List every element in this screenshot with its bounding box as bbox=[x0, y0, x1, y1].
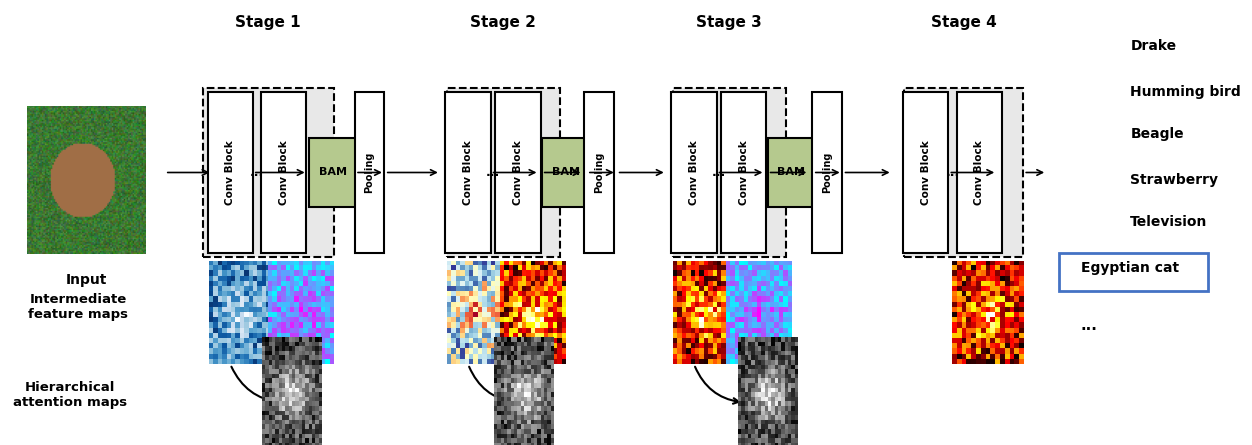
FancyBboxPatch shape bbox=[262, 92, 307, 253]
FancyBboxPatch shape bbox=[682, 92, 776, 253]
Text: Conv Block: Conv Block bbox=[279, 140, 289, 205]
FancyBboxPatch shape bbox=[903, 92, 949, 253]
Text: Humming bird: Humming bird bbox=[1131, 85, 1241, 99]
Text: Stage 1: Stage 1 bbox=[235, 16, 302, 31]
Text: Conv Block: Conv Block bbox=[689, 140, 699, 205]
Text: Television: Television bbox=[1131, 215, 1208, 229]
FancyBboxPatch shape bbox=[496, 92, 541, 253]
FancyBboxPatch shape bbox=[447, 88, 560, 257]
Text: BAM: BAM bbox=[777, 167, 805, 178]
Text: ...: ... bbox=[250, 166, 264, 179]
Text: ...: ... bbox=[945, 166, 960, 179]
Text: ...: ... bbox=[486, 166, 500, 179]
FancyBboxPatch shape bbox=[914, 92, 1014, 253]
Text: Drake: Drake bbox=[1131, 39, 1177, 53]
Text: Stage 2: Stage 2 bbox=[470, 16, 536, 31]
FancyBboxPatch shape bbox=[213, 92, 324, 253]
FancyBboxPatch shape bbox=[957, 92, 1002, 253]
Text: BAM: BAM bbox=[318, 167, 347, 178]
FancyBboxPatch shape bbox=[208, 92, 253, 253]
Text: Intermediate
feature maps: Intermediate feature maps bbox=[28, 293, 128, 321]
Text: Conv Block: Conv Block bbox=[225, 140, 235, 205]
FancyBboxPatch shape bbox=[456, 92, 550, 253]
FancyBboxPatch shape bbox=[309, 138, 357, 207]
Text: Stage 4: Stage 4 bbox=[931, 16, 997, 31]
FancyBboxPatch shape bbox=[767, 138, 815, 207]
Text: Conv Block: Conv Block bbox=[463, 140, 473, 205]
Text: Egyptian cat: Egyptian cat bbox=[1082, 261, 1179, 275]
FancyBboxPatch shape bbox=[354, 92, 384, 253]
Text: ...: ... bbox=[1080, 318, 1097, 333]
FancyBboxPatch shape bbox=[1059, 253, 1208, 291]
FancyBboxPatch shape bbox=[813, 92, 843, 253]
Text: ...: ... bbox=[712, 166, 726, 179]
FancyBboxPatch shape bbox=[203, 88, 334, 257]
FancyBboxPatch shape bbox=[671, 92, 716, 253]
Text: Pooling: Pooling bbox=[593, 152, 603, 193]
FancyBboxPatch shape bbox=[721, 92, 766, 253]
Text: BAM: BAM bbox=[552, 167, 580, 178]
Text: Pooling: Pooling bbox=[823, 152, 833, 193]
Text: Conv Block: Conv Block bbox=[513, 140, 523, 205]
Text: Pooling: Pooling bbox=[364, 152, 374, 193]
FancyBboxPatch shape bbox=[672, 88, 785, 257]
FancyBboxPatch shape bbox=[904, 88, 1023, 257]
Text: Conv Block: Conv Block bbox=[739, 140, 749, 205]
FancyBboxPatch shape bbox=[542, 138, 590, 207]
Text: Hierarchical
attention maps: Hierarchical attention maps bbox=[13, 381, 126, 409]
Text: Stage 3: Stage 3 bbox=[696, 16, 761, 31]
Text: Input: Input bbox=[65, 273, 108, 287]
Text: Conv Block: Conv Block bbox=[974, 140, 984, 205]
FancyBboxPatch shape bbox=[583, 92, 613, 253]
Text: Conv Block: Conv Block bbox=[920, 140, 930, 205]
FancyBboxPatch shape bbox=[446, 92, 491, 253]
Text: Strawberry: Strawberry bbox=[1131, 173, 1218, 187]
Text: Beagle: Beagle bbox=[1131, 127, 1184, 141]
